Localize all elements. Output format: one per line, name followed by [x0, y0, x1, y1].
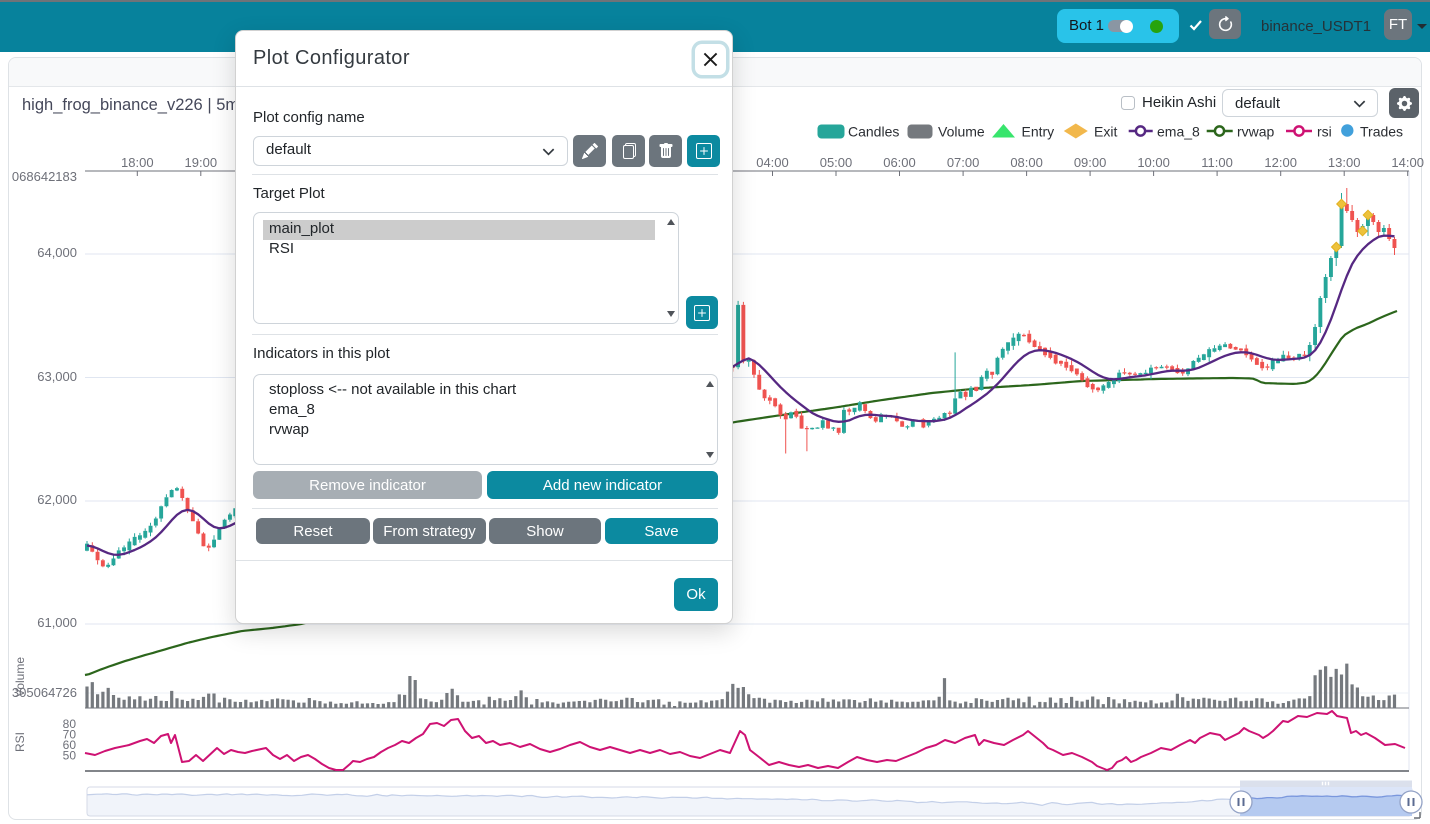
svg-text:Trades: Trades [1360, 124, 1403, 140]
svg-text:08:00: 08:00 [1010, 155, 1043, 170]
svg-text:19:00: 19:00 [185, 155, 218, 170]
svg-text:04:00: 04:00 [756, 155, 789, 170]
svg-text:305064726: 305064726 [12, 685, 77, 700]
svg-text:09:00: 09:00 [1074, 155, 1107, 170]
svg-text:rsi: rsi [1317, 124, 1332, 140]
svg-text:Candles: Candles [848, 124, 899, 140]
svg-text:70: 70 [63, 728, 77, 742]
svg-text:64,000: 64,000 [37, 245, 77, 260]
svg-text:high_frog_binance_v226 | 5m: high_frog_binance_v226 | 5m [22, 96, 239, 114]
svg-text:Volume: Volume [938, 124, 985, 140]
svg-text:18:00: 18:00 [121, 155, 154, 170]
svg-text:10:00: 10:00 [1137, 155, 1170, 170]
svg-text:ema_8: ema_8 [1157, 124, 1200, 140]
svg-text:12:00: 12:00 [1264, 155, 1297, 170]
svg-text:14:00: 14:00 [1391, 155, 1424, 170]
svg-text:50: 50 [63, 749, 77, 763]
svg-text:63,000: 63,000 [37, 369, 77, 384]
svg-text:60: 60 [63, 738, 77, 752]
svg-text:RSI: RSI [13, 732, 27, 752]
svg-text:06:00: 06:00 [883, 155, 916, 170]
svg-text:62,000: 62,000 [37, 492, 77, 507]
svg-text:068642183: 068642183 [12, 169, 77, 184]
svg-text:61,000: 61,000 [37, 615, 77, 630]
svg-text:Exit: Exit [1094, 124, 1117, 140]
svg-text:Entry: Entry [1022, 124, 1055, 140]
svg-text:05:00: 05:00 [820, 155, 853, 170]
svg-text:11:00: 11:00 [1201, 155, 1233, 170]
svg-text:Volume: Volume [13, 657, 27, 697]
svg-text:80: 80 [63, 717, 77, 731]
svg-text:07:00: 07:00 [947, 155, 980, 170]
svg-text:rvwap: rvwap [1237, 124, 1275, 140]
svg-text:13:00: 13:00 [1328, 155, 1361, 170]
